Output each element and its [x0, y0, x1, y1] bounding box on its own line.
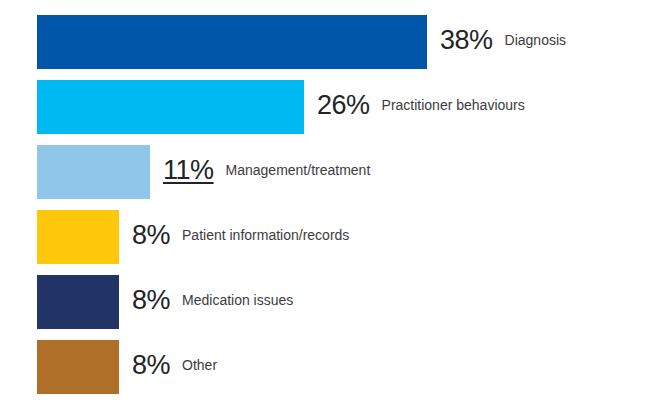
value-label: 11%: [163, 157, 214, 184]
bar-chart: 38% Diagnosis 26% Practitioner behaviours 11…: [0, 0, 663, 420]
value-label: 26%: [317, 92, 370, 119]
category-label: Management/treatment: [226, 163, 371, 177]
bar: [37, 275, 119, 329]
bar: [37, 80, 304, 134]
bar: [37, 145, 150, 199]
category-label: Other: [182, 358, 217, 372]
bar-rows: 38% Diagnosis 26% Practitioner behaviours 11…: [37, 15, 663, 394]
bar: [37, 340, 119, 394]
bar: [37, 15, 427, 69]
category-label: Medication issues: [182, 293, 293, 307]
value-label: 8%: [132, 287, 170, 314]
bar-row: 8% Other: [37, 340, 663, 394]
category-label: Practitioner behaviours: [382, 98, 525, 112]
bar-row: 8% Medication issues: [37, 275, 663, 329]
value-label: 8%: [132, 352, 170, 379]
value-label: 38%: [440, 27, 493, 54]
bar-row: 11% Management/treatment: [37, 145, 663, 199]
bar: [37, 210, 119, 264]
bar-row: 8% Patient information/records: [37, 210, 663, 264]
category-label: Patient information/records: [182, 228, 349, 242]
category-label: Diagnosis: [505, 33, 566, 47]
bar-row: 38% Diagnosis: [37, 15, 663, 69]
value-label: 8%: [132, 222, 170, 249]
bar-row: 26% Practitioner behaviours: [37, 80, 663, 134]
